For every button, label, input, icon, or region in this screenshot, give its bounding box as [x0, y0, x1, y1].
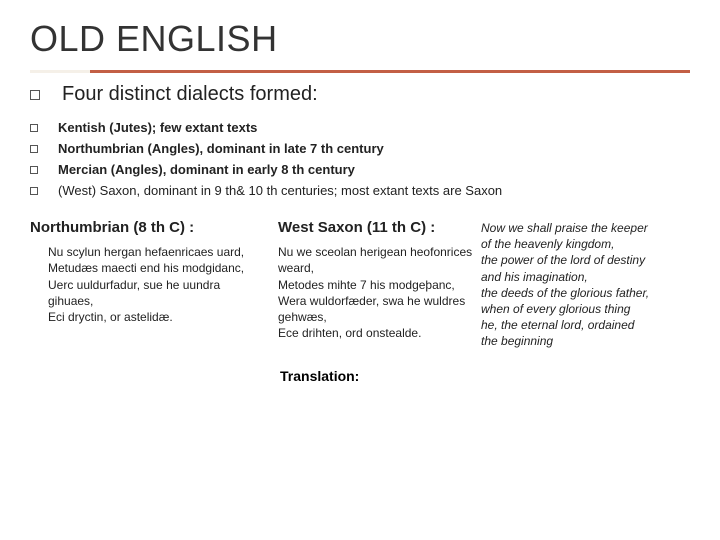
- square-bullet-icon: [30, 187, 38, 195]
- main-list-item: Four distinct dialects formed:: [30, 83, 690, 106]
- square-bullet-icon: [30, 166, 38, 174]
- square-bullet-icon: [30, 90, 40, 100]
- sub-list: Kentish (Jutes); few extant texts Northu…: [30, 120, 690, 198]
- column-translation: Now we shall praise the keeper of the he…: [481, 218, 651, 350]
- column-heading: Northumbrian (8 th C) :: [30, 218, 264, 238]
- sub-list-item: (West) Saxon, dominant in 9 th& 10 th ce…: [30, 183, 690, 198]
- heading-part: Northumbrian (8 th C) :: [30, 219, 194, 236]
- sub-list-item: Kentish (Jutes); few extant texts: [30, 120, 690, 135]
- sub-item-text: (West) Saxon, dominant in 9 th& 10 th ce…: [58, 183, 502, 198]
- main-item-text: Four distinct dialects formed:: [62, 83, 318, 106]
- column-heading: West Saxon (11 th C) :: [278, 218, 473, 238]
- text-columns: Northumbrian (8 th C) : Nu scylun hergan…: [30, 218, 690, 350]
- sub-list-item: Northumbrian (Angles), dominant in late …: [30, 141, 690, 156]
- translation-label: Translation:: [280, 368, 690, 384]
- main-list: Four distinct dialects formed:: [30, 83, 690, 106]
- slide-title: OLD ENGLISH: [30, 18, 690, 60]
- sub-list-item: Mercian (Angles), dominant in early 8 th…: [30, 162, 690, 177]
- column-body: Nu scylun hergan hefaenricaes uard,Metud…: [30, 244, 264, 325]
- column-west-saxon: West Saxon (11 th C) : Nu we sceolan her…: [278, 218, 473, 350]
- sub-item-text: Mercian (Angles), dominant in early 8 th…: [58, 162, 355, 177]
- column-body: Nu we sceolan herigean heofonrices weard…: [278, 244, 473, 341]
- column-body: Now we shall praise the keeper of the he…: [481, 220, 651, 350]
- square-bullet-icon: [30, 145, 38, 153]
- title-rule: [30, 70, 690, 73]
- sub-item-text: Kentish (Jutes); few extant texts: [58, 120, 257, 135]
- column-northumbrian: Northumbrian (8 th C) : Nu scylun hergan…: [30, 218, 270, 350]
- sub-item-text: Northumbrian (Angles), dominant in late …: [58, 141, 384, 156]
- square-bullet-icon: [30, 124, 38, 132]
